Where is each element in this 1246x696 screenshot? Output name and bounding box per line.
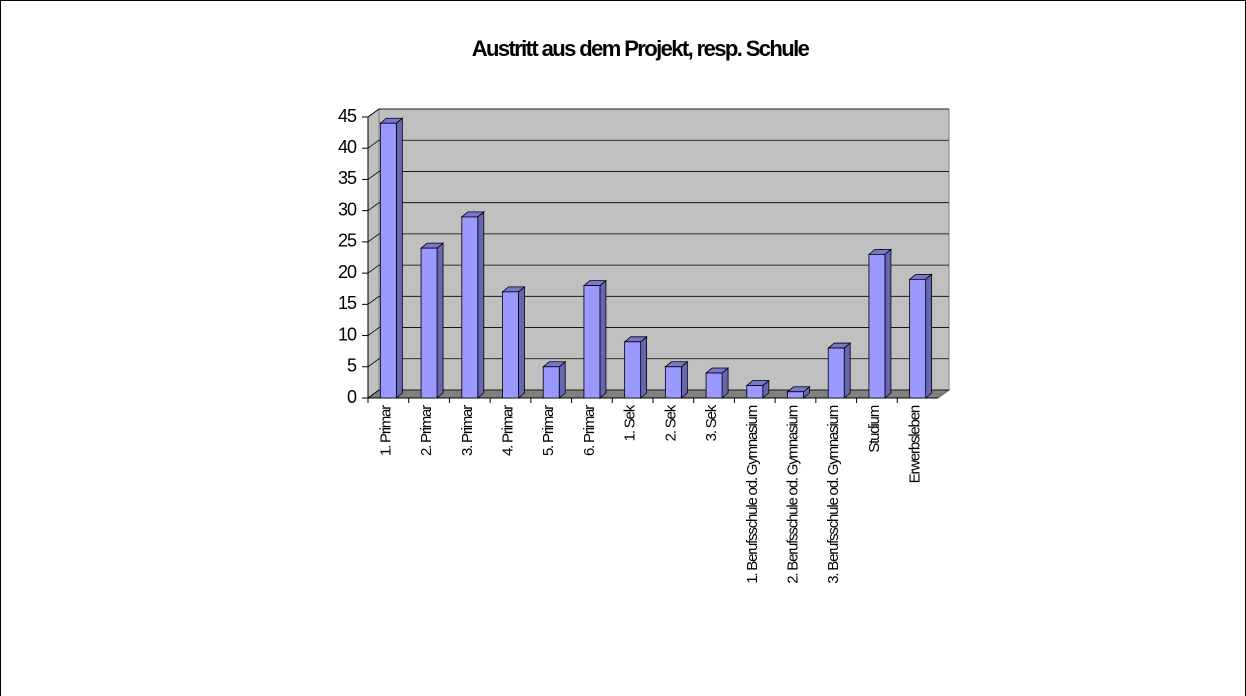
x-tick-label: 3. Primar: [459, 405, 476, 456]
bar-front: [827, 347, 845, 399]
x-tick-label: 2. Berufsschule od. Gymnasium: [784, 405, 801, 583]
bar: [827, 342, 852, 399]
bar-side: [518, 285, 525, 399]
x-tick-label: 3. Berufsschule od. Gymnasium: [825, 405, 842, 583]
bar-front: [461, 216, 479, 399]
bar-side: [558, 360, 566, 399]
bar: [745, 379, 770, 399]
bar: [582, 279, 608, 399]
bar-front: [705, 372, 723, 399]
y-tick-label: 0: [347, 387, 357, 407]
grid-line: [367, 233, 949, 243]
x-tick-label: 4. Primar: [499, 405, 516, 456]
y-tick-label: 20: [338, 262, 357, 282]
bar-front: [542, 366, 560, 399]
bar: [664, 360, 689, 399]
y-tick-label: 35: [338, 168, 357, 188]
bar-side: [680, 360, 688, 399]
floor: [366, 389, 951, 399]
x-tick-label: 1. Sek: [622, 404, 639, 441]
bar: [786, 385, 811, 399]
bar-front: [379, 122, 397, 399]
bar-side: [843, 342, 851, 399]
plot-area: 0 5 10 15 20 25 30 35 40 45 1. Primar 2. Primar 3. P…: [338, 106, 951, 584]
x-tick-label: 2. Sek: [662, 404, 679, 441]
bar: [501, 285, 526, 399]
bar-side: [925, 273, 933, 399]
bar: [542, 360, 567, 399]
bar-front: [746, 385, 764, 399]
y-tick-label: 10: [338, 324, 357, 344]
grid-line: [367, 358, 949, 368]
x-tick-label: 1. Primar: [377, 405, 394, 456]
x-tick-label: 5. Primar: [540, 405, 557, 456]
chart-title: Austritt aus dem Projekt, resp. Schule: [472, 36, 810, 61]
bar-front: [583, 285, 601, 399]
x-tick-label: Studium: [866, 405, 883, 452]
x-tick-label: 1. Berufsschule od. Gymnasium: [744, 405, 761, 583]
x-tick-label: 6. Primar: [581, 405, 598, 456]
y-tick-label: 25: [338, 231, 357, 251]
bar-front: [502, 291, 519, 399]
bar: [419, 242, 445, 399]
bar-front: [624, 341, 642, 399]
bar-front: [787, 391, 804, 399]
grid-line: [367, 202, 949, 211]
grid-line: [367, 108, 949, 118]
bar: [623, 335, 648, 399]
bar-front: [420, 247, 438, 399]
x-tick-label: 2. Primar: [418, 405, 435, 456]
grid-line: [367, 295, 949, 305]
bar-side: [599, 279, 607, 399]
y-tick-label: 45: [338, 106, 357, 126]
bar: [908, 273, 933, 399]
grid-line: [367, 327, 949, 336]
x-tick-label: Erwerbsleben: [907, 405, 924, 483]
y-tick-label: 5: [347, 356, 357, 376]
y-tick-label: 30: [338, 199, 357, 219]
grid-line: [367, 171, 949, 180]
bar-side: [477, 211, 485, 399]
y-tick-label: 15: [338, 293, 357, 313]
x-tick-label: 3. Sek: [703, 404, 720, 441]
bar: [460, 211, 485, 399]
grid-line: [367, 139, 949, 149]
bar-side: [884, 248, 892, 399]
bar: [704, 367, 730, 399]
bar-front: [868, 253, 886, 399]
bar-side: [640, 335, 648, 399]
bar: [379, 117, 404, 399]
bar-side: [436, 242, 444, 399]
bar-side: [395, 117, 403, 399]
bar: [867, 248, 893, 399]
bar-front: [909, 278, 927, 399]
bar-front: [664, 366, 682, 399]
y-tick-label: 40: [338, 137, 357, 157]
side-wall: [367, 108, 380, 399]
grid-line: [367, 264, 949, 274]
